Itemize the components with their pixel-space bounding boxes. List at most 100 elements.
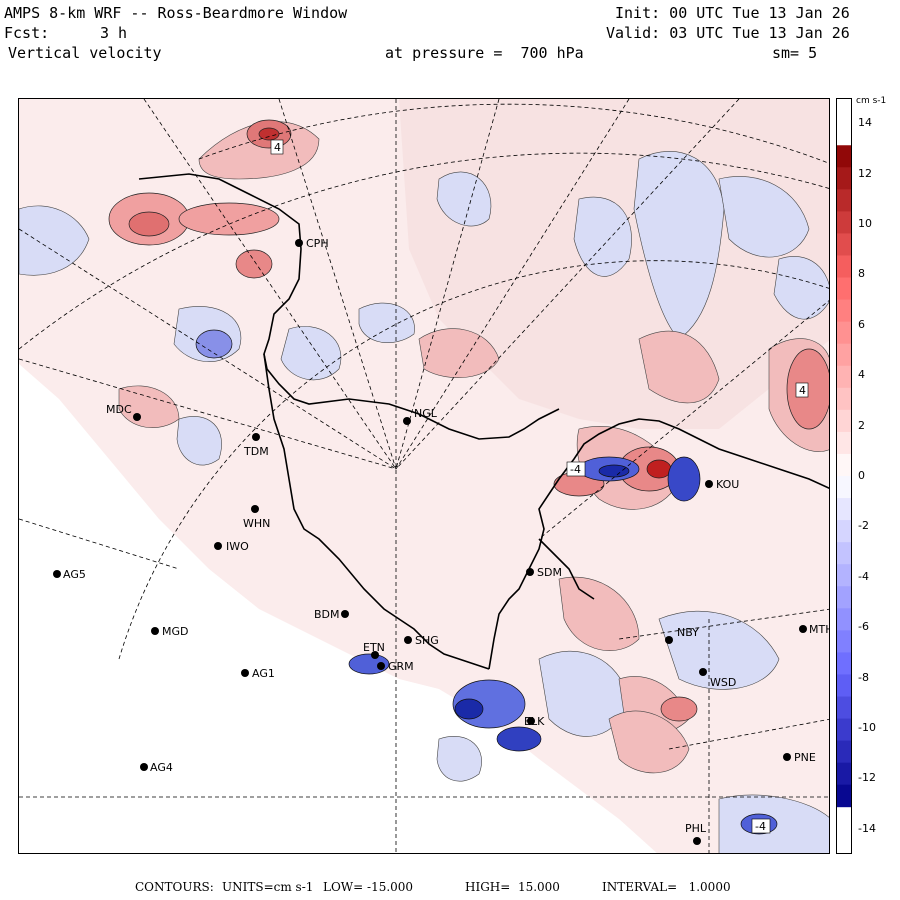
station-label: SDM — [537, 566, 562, 579]
colorbar-step — [837, 630, 851, 653]
station-dot-KOU — [705, 480, 713, 488]
colorbar-step — [837, 718, 851, 742]
smoothing-value: sm= 5 — [772, 44, 818, 62]
contour-labels: 4 4 -4 -4 — [270, 139, 809, 834]
station-dot-MDC — [133, 413, 141, 421]
station-dot-NGL — [403, 417, 411, 425]
station-dot-CPH — [295, 239, 303, 247]
station-label: AG4 — [150, 761, 173, 774]
colorbar-step — [837, 696, 851, 719]
station-label: PNE — [794, 751, 816, 764]
plot-title: AMPS 8-km WRF -- Ross-Beardmore Window — [4, 4, 348, 22]
colorbar-tick-label: -12 — [858, 771, 876, 785]
footer-interval: INTERVAL= 1.0000 — [602, 880, 731, 894]
colorbar-step — [837, 740, 851, 764]
station-dot-GRM — [377, 662, 385, 670]
colorbar-tick-label: 8 — [858, 267, 865, 281]
colorbar-step — [837, 608, 851, 631]
station-label: PHL — [685, 822, 707, 835]
station-markers — [53, 239, 807, 845]
contour-label: -4 — [570, 463, 581, 476]
station-label: TDM — [243, 445, 269, 458]
station-label: AG5 — [63, 568, 86, 581]
station-dot-PNE — [783, 753, 791, 761]
colorbar-step — [837, 321, 851, 345]
pressure-level: at pressure = 700 hPa — [385, 44, 584, 62]
colorbar-tick-label: 6 — [858, 317, 865, 331]
colorbar-tick-label: -2 — [858, 519, 869, 533]
colorbar-step — [837, 299, 851, 323]
station-label: MGD — [162, 625, 189, 638]
colorbar-tick-label: -14 — [858, 821, 876, 835]
station-label: AG1 — [252, 667, 275, 680]
colorbar-step — [837, 167, 851, 190]
station-dot-TDM — [252, 433, 260, 441]
station-label: ETN — [363, 641, 385, 654]
station-label: MDC — [106, 403, 132, 416]
colorbar-tick-label: -6 — [858, 620, 869, 634]
station-dot-SHG — [404, 636, 412, 644]
colorbar-step — [837, 784, 851, 808]
colorbar-step — [837, 277, 851, 301]
station-dot-NBY — [665, 636, 673, 644]
station-label: GRM — [388, 660, 414, 673]
colorbar-step — [837, 586, 851, 609]
footer-units: UNITS=cm s-1 — [222, 880, 314, 894]
colorbar-step — [837, 542, 851, 565]
valid-time: Valid: 03 UTC Tue 13 Jan 26 — [606, 24, 850, 42]
station-label: NBY — [677, 626, 699, 639]
footer-low: LOW= -15.000 — [323, 880, 414, 894]
colorbar-step — [837, 674, 851, 697]
station-dot-AG5 — [53, 570, 61, 578]
station-label: BDM — [314, 608, 340, 621]
colorbar-step — [837, 409, 851, 433]
colorbar-step — [837, 652, 851, 675]
station-dot-MGD — [151, 627, 159, 635]
colorbar-tick-label: 10 — [858, 217, 872, 230]
colorbar — [836, 98, 852, 854]
colorbar-tick-label: -8 — [858, 670, 869, 684]
station-label: IWO — [226, 540, 249, 553]
colorbar-step — [837, 431, 851, 455]
station-label: KOU — [716, 478, 739, 491]
positive-velocity-strong-cores — [108, 119, 829, 722]
footer-high: HIGH= 15.000 — [465, 880, 560, 894]
colorbar-tick-label: -10 — [858, 721, 876, 734]
colorbar-tick-label: 12 — [858, 166, 872, 180]
colorbar-tick-label: 0 — [858, 469, 865, 482]
station-label: NGL — [414, 407, 438, 420]
station-dot-AG4 — [140, 763, 148, 771]
station-dot-WHN — [251, 505, 259, 513]
colorbar-units: cm s-1 — [856, 96, 887, 106]
colorbar-tick-label: 14 — [858, 116, 872, 130]
station-dot-AG1 — [241, 669, 249, 677]
vertical-velocity-map: CPH MDC TDM NGL WHN IWO AG5 SDM BDM MGD … — [19, 99, 829, 853]
forecast-hour: 3 h — [100, 24, 128, 42]
forecast-label: Fcst: — [4, 24, 50, 42]
init-time: Init: 00 UTC Tue 13 Jan 26 — [615, 4, 850, 22]
colorbar-tick-label: -4 — [858, 569, 869, 583]
station-label: SHG — [415, 634, 439, 647]
colorbar-step — [837, 520, 851, 543]
contour-label: 4 — [274, 141, 281, 154]
station-label: WSD — [710, 676, 736, 689]
station-dot-IWO — [214, 542, 222, 550]
station-label: WHN — [243, 517, 270, 530]
colorbar-step — [837, 762, 851, 786]
colorbar-tick-label: 4 — [858, 368, 865, 382]
colorbar-step — [837, 211, 851, 234]
field-name: Vertical velocity — [8, 44, 162, 62]
station-dot-ELK — [527, 717, 535, 725]
station-dot-PHL — [693, 837, 701, 845]
station-labels: CPH MDC TDM NGL WHN IWO AG5 SDM BDM MGD … — [63, 237, 829, 835]
station-label: CPH — [306, 237, 329, 250]
colorbar-step — [837, 145, 851, 168]
coastline — [138, 173, 829, 670]
contour-label: 4 — [799, 384, 806, 397]
station-dot-MTH — [799, 625, 807, 633]
colorbar-step — [837, 365, 851, 389]
colorbar-step — [837, 564, 851, 587]
negative-velocity-light-patches — [19, 151, 829, 853]
map-panel: CPH MDC TDM NGL WHN IWO AG5 SDM BDM MGD … — [18, 98, 830, 854]
colorbar-step — [837, 387, 851, 411]
